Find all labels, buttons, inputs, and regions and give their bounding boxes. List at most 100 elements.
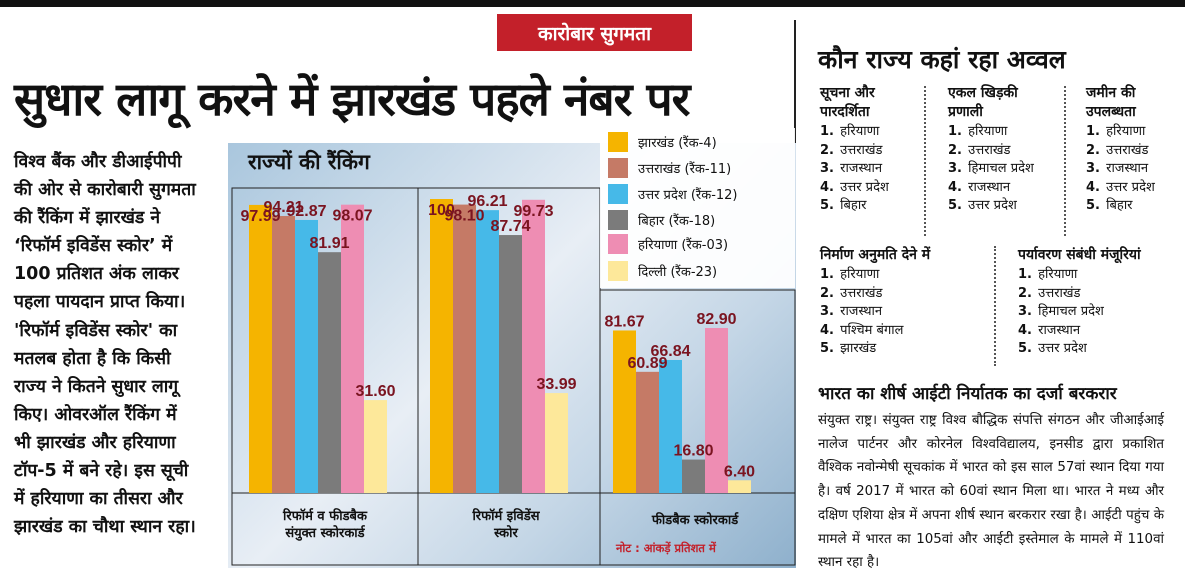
ranking-item: 5. बिहार	[1086, 197, 1181, 216]
ranking-item: 4. राजस्थान	[1018, 322, 1183, 341]
ranking-list: 1. हरियाणा 2. उत्तराखंड 3. राजस्थान 4. प…	[820, 266, 995, 359]
ranking-heading: पर्यावरण संबंधी मंजूरियां	[1018, 246, 1183, 265]
rank-number: 3.	[1018, 304, 1032, 319]
rank-number: 5.	[820, 341, 834, 356]
state-name: उत्तराखंड	[1038, 285, 1081, 301]
value-label: 99.73	[513, 203, 553, 220]
category-label-line: संयुक्त स्कोरकार्ड	[285, 526, 365, 541]
rank-number: 4.	[1018, 322, 1032, 338]
value-label: 31.60	[355, 383, 395, 400]
value-label: 97.99	[240, 208, 280, 225]
heading-line: निर्माण अनुमति देने में	[820, 247, 931, 263]
legend-label: हरियाणा (रैंक-03)	[638, 238, 729, 253]
ranking-item: 1. हरियाणा	[820, 123, 920, 142]
ranking-column: सूचना और पारदर्शिता 1. हरियाणा 2. उत्तरा…	[820, 84, 920, 216]
value-label: 16.80	[673, 443, 713, 460]
state-name: उत्तर प्रदेश	[968, 198, 1017, 213]
ranking-heading: निर्माण अनुमति देने में	[820, 246, 995, 265]
rank-number: 5.	[1086, 198, 1100, 213]
state-name: उत्तर प्रदेश	[1038, 341, 1087, 356]
body-line: झारखंड का चौथा स्थान रहा।	[14, 517, 196, 538]
legend-swatch	[608, 132, 628, 152]
state-name: हरियाणा	[1038, 267, 1078, 282]
article-body: विश्व बैंक और डीआईपीपी की ओर से कारोबारी…	[14, 148, 228, 541]
heading-line: उपलब्धता	[1086, 104, 1136, 120]
body-line: टॉप-5 में बने रहे। इस सूची	[14, 461, 189, 482]
state-name: हिमाचल प्रदेश	[968, 161, 1034, 176]
headline: सुधार लागू करने में झारखंड पहले नंबर पर	[14, 72, 690, 126]
state-name: हरियाणा	[968, 124, 1008, 139]
column-separator	[1064, 86, 1066, 236]
ranking-column: पर्यावरण संबंधी मंजूरियां 1. हरियाणा 2. …	[1018, 246, 1183, 359]
state-name: राजस्थान	[1038, 322, 1081, 338]
category-label-line: रिफॉर्म व फीडबैक	[283, 509, 367, 524]
rank-number: 4.	[820, 179, 834, 195]
body-line: ‘रिफॉर्म इविडेंस स्कोर’ में	[14, 236, 173, 257]
body-line: पहला पायदान प्राप्त किया।	[14, 292, 186, 313]
bar	[636, 371, 659, 493]
ranking-item: 4. उत्तर प्रदेश	[1086, 179, 1181, 198]
ranking-heading: जमीन की उपलब्धता	[1086, 84, 1181, 122]
legend	[600, 128, 795, 288]
value-label: 66.84	[650, 343, 690, 360]
state-name: बिहार	[1106, 198, 1133, 213]
rank-number: 1.	[948, 124, 962, 139]
rank-number: 1.	[1018, 267, 1032, 282]
ranking-item: 2. उत्तराखंड	[1018, 285, 1183, 304]
bar	[341, 204, 364, 493]
ranking-item: 3. राजस्थान	[820, 303, 995, 322]
legend-item: दिल्ली (रैंक-23)	[608, 260, 717, 282]
category-label-line: स्कोर	[494, 526, 518, 541]
legend-swatch	[608, 184, 628, 204]
bar	[318, 252, 341, 493]
state-name: राजस्थान	[840, 161, 883, 176]
chart-note: नोट : आंकड़ें प्रतिशत में	[616, 541, 716, 555]
rank-number: 3.	[820, 304, 834, 319]
bar	[499, 235, 522, 493]
legend-label: झारखंड (रैंक-4)	[638, 136, 717, 151]
heading-line: जमीन की	[1086, 85, 1136, 101]
ranking-heading: सूचना और पारदर्शिता	[820, 84, 920, 122]
rank-number: 1.	[820, 124, 834, 139]
rank-number: 2.	[948, 142, 962, 158]
bar	[522, 199, 545, 493]
legend-item: उत्तराखंड (रैंक-11)	[608, 157, 731, 179]
body-line: विश्व बैंक और डीआईपीपी	[14, 152, 182, 172]
body-line: 100 प्रतिशत अंक लाकर	[14, 264, 179, 285]
rank-number: 2.	[820, 142, 834, 158]
ranking-item: 2. उत्तराखंड	[820, 142, 920, 161]
legend-swatch	[608, 158, 628, 178]
bar	[364, 400, 387, 493]
panel-frame	[599, 289, 796, 566]
heading-line: पारदर्शिता	[820, 104, 870, 120]
ranking-list: 1. हरियाणा 2. उत्तराखंड 3. राजस्थान 4. उ…	[820, 123, 920, 216]
rank-number: 3.	[820, 161, 834, 176]
legend-item: बिहार (रैंक-18)	[608, 209, 715, 231]
rank-number: 4.	[1086, 179, 1100, 195]
ranking-item: 4. उत्तर प्रदेश	[820, 179, 920, 198]
value-label: 94.21	[263, 199, 303, 216]
bar	[272, 216, 295, 494]
ranking-item: 5. उत्तर प्रदेश	[948, 197, 1060, 216]
bar	[545, 393, 568, 493]
legend-item: झारखंड (रैंक-4)	[608, 131, 717, 153]
state-name: हरियाणा	[1106, 124, 1146, 139]
state-name: उत्तराखंड	[840, 142, 883, 158]
legend-label: दिल्ली (रैंक-23)	[638, 265, 718, 280]
rank-number: 2.	[1086, 142, 1100, 158]
body-line: में हरियाणा का तीसरा और	[14, 489, 183, 510]
it-story-body: संयुक्त राष्ट्र। संयुक्त राष्ट्र विश्व ब…	[818, 413, 1164, 571]
rank-number: 3.	[948, 161, 962, 176]
rank-number: 5.	[1018, 341, 1032, 356]
rank-number: 2.	[1018, 285, 1032, 301]
heading-line: सूचना और	[820, 85, 875, 101]
ranking-item: 1. हरियाणा	[1018, 266, 1183, 285]
bar	[659, 359, 682, 493]
category-label: रिफॉर्म इविडेंस स्कोर	[418, 508, 594, 542]
ranking-item: 1. हरियाणा	[820, 266, 995, 285]
value-label: 81.67	[604, 313, 644, 330]
state-name: राजस्थान	[840, 304, 883, 319]
top-rule	[0, 0, 1185, 7]
rank-number: 3.	[1086, 161, 1100, 176]
rankings-title: कौन राज्य कहां रहा अव्वल	[818, 45, 1066, 74]
